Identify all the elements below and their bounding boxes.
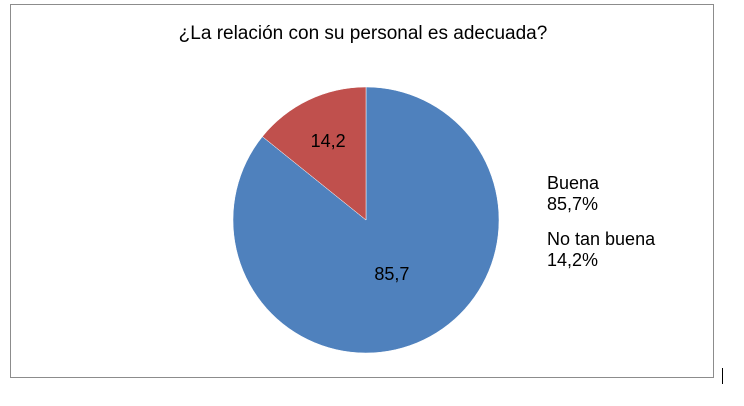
- pie-chart: 85,7 14,2: [232, 86, 500, 354]
- legend-label-no-tan-buena: No tan buena: [547, 229, 656, 249]
- legend-percent-buena: 85,7%: [547, 194, 599, 214]
- legend-label-buena: Buena: [547, 173, 600, 193]
- data-label-buena: 85,7: [374, 264, 409, 284]
- legend-entry-buena: Buena 85,7%: [547, 173, 655, 215]
- text-cursor: [722, 368, 723, 384]
- chart-title: ¿La relación con su personal es adecuada…: [178, 23, 548, 44]
- pie-slice-no-tan-buena: [262, 86, 367, 221]
- legend: Buena 85,7% No tan buena 14,2%: [547, 173, 655, 285]
- data-label-no-tan-buena: 14,2: [311, 131, 346, 151]
- legend-percent-no-tan-buena: 14,2%: [547, 250, 599, 270]
- legend-entry-no-tan-buena: No tan buena 14,2%: [547, 229, 655, 271]
- chart-frame: ¿La relación con su personal es adecuada…: [10, 4, 714, 378]
